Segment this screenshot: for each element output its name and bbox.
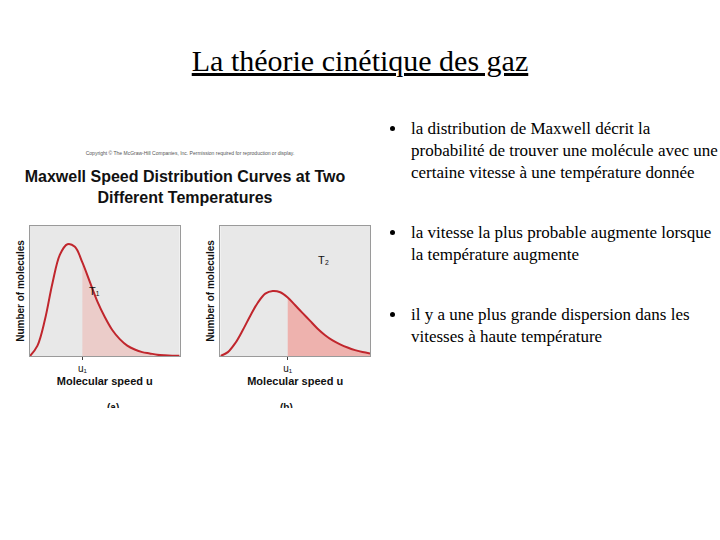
html-text:il y a une plus grande dispers: il y a une plus grande dispersion dans l… [411,305,690,346]
svg-text:Molecular speed u: Molecular speed u [247,375,343,387]
html-text:Copyright © The McGraw-Hill Co: Copyright © The McGraw-Hill Companies, I… [85,150,295,156]
html-text:la vitesse la plus probable au: la vitesse la plus probable augmente lor… [411,223,712,264]
svg-text:(a): (a) [107,402,119,408]
svg-text:(b): (b) [280,402,293,408]
svg-text:Number of molecules: Number of molecules [15,240,26,342]
svg-text:u₁: u₁ [283,363,293,374]
svg-text:u₁: u₁ [78,363,88,374]
svg-text:T₁: T₁ [89,285,100,297]
svg-text:T₂: T₂ [318,254,329,266]
svg-text:Number of molecules: Number of molecules [205,240,216,342]
html-text:La théorie cinétique des gaz: La théorie cinétique des gaz [191,44,529,77]
html-text:Maxwell Speed Distribution Cur: Maxwell Speed Distribution Curves at Two… [24,168,346,206]
html-text:la distribution de Maxwell déc: la distribution de Maxwell décrit la pro… [411,119,718,182]
svg-text:Molecular speed u: Molecular speed u [57,375,153,387]
